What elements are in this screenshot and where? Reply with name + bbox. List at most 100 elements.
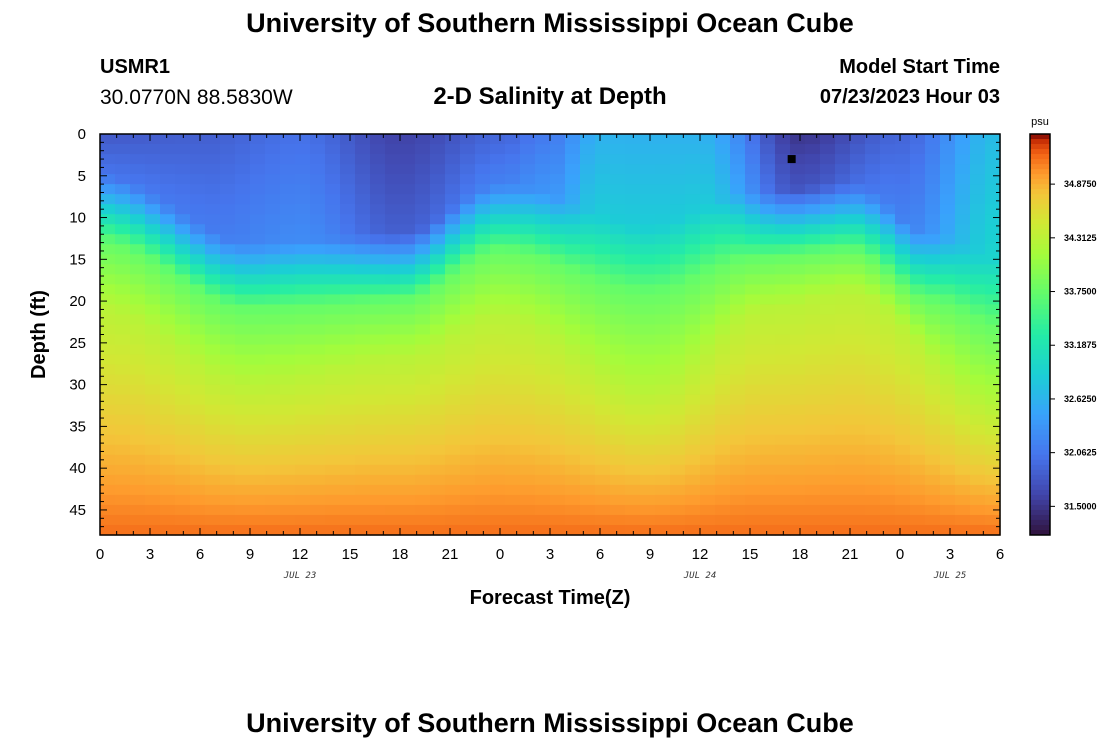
heatmap-cell	[850, 154, 866, 165]
heatmap-cell	[685, 294, 701, 306]
heatmap-cell	[790, 194, 806, 205]
colorbar-swatch	[1030, 324, 1050, 330]
heatmap-cell	[970, 404, 986, 416]
heatmap-cell	[265, 294, 281, 306]
heatmap-cell	[280, 514, 296, 526]
heatmap-cell	[460, 504, 476, 516]
heatmap-cell	[970, 434, 986, 446]
heatmap-cell	[280, 334, 296, 346]
heatmap-cell	[475, 474, 491, 486]
heatmap-cell	[565, 354, 581, 366]
heatmap-cell	[130, 524, 146, 536]
heatmap-cell	[235, 284, 251, 296]
heatmap-cell	[250, 234, 266, 245]
heatmap-cell	[205, 324, 221, 336]
heatmap-cell	[550, 274, 566, 285]
heatmap-cell	[910, 504, 926, 516]
heatmap-cell	[835, 154, 851, 165]
heatmap-cell	[340, 174, 356, 185]
heatmap-cell	[865, 414, 881, 426]
heatmap-cell	[790, 174, 806, 185]
heatmap-cell	[145, 264, 161, 275]
heatmap-cell	[355, 284, 371, 296]
heatmap-cell	[730, 284, 746, 296]
heatmap-cell	[190, 434, 206, 446]
heatmap-cell	[340, 424, 356, 436]
heatmap-cell	[445, 324, 461, 336]
heatmap-cell	[790, 224, 806, 235]
heatmap-cell	[955, 314, 971, 326]
heatmap-cell	[505, 374, 521, 386]
heatmap-cell	[190, 344, 206, 356]
heatmap-cell	[415, 354, 431, 366]
heatmap-cell	[175, 364, 191, 376]
heatmap-cell	[295, 494, 311, 506]
heatmap-cell	[970, 504, 986, 516]
heatmap-cell	[220, 314, 236, 326]
heatmap-cell	[385, 194, 401, 205]
heatmap-cell	[985, 324, 1001, 336]
heatmap-cell	[175, 464, 191, 476]
heatmap-cell	[910, 494, 926, 506]
heatmap-cell	[955, 144, 971, 155]
heatmap-cell	[295, 324, 311, 336]
heatmap-cell	[595, 254, 611, 265]
heatmap-cell	[100, 444, 116, 456]
heatmap-cell	[430, 354, 446, 366]
colorbar-swatch	[1030, 454, 1050, 461]
heatmap-cell	[775, 404, 791, 416]
heatmap-cell	[160, 514, 176, 526]
heatmap-cell	[505, 504, 521, 516]
heatmap-cell	[520, 414, 536, 426]
heatmap-cell	[445, 444, 461, 456]
heatmap-cell	[175, 264, 191, 275]
heatmap-cell	[565, 414, 581, 426]
heatmap-cell	[295, 244, 311, 255]
heatmap-cell	[880, 294, 896, 306]
heatmap-cell	[760, 324, 776, 336]
chart-subtitle: 2-D Salinity at Depth	[433, 83, 667, 110]
heatmap-cell	[160, 474, 176, 486]
heatmap-cell	[430, 444, 446, 456]
heatmap-cell	[865, 254, 881, 265]
heatmap-cell	[490, 434, 506, 446]
heatmap-cell	[835, 484, 851, 496]
colorbar-swatch	[1030, 494, 1050, 501]
heatmap-cell	[400, 344, 416, 356]
heatmap-cell	[430, 494, 446, 506]
heatmap-cell	[475, 184, 491, 195]
heatmap-cell	[655, 444, 671, 456]
heatmap-cell	[655, 484, 671, 496]
heatmap-cell	[205, 294, 221, 306]
heatmap-cell	[715, 154, 731, 165]
heatmap-cell	[955, 244, 971, 255]
heatmap-cell	[190, 384, 206, 396]
heatmap-cell	[985, 144, 1001, 155]
heatmap-cell	[445, 334, 461, 346]
heatmap-cell	[520, 324, 536, 336]
heatmap-cell	[160, 424, 176, 436]
heatmap-cell	[505, 194, 521, 205]
heatmap-cell	[925, 254, 941, 265]
heatmap-cell	[385, 374, 401, 386]
heatmap-cell	[880, 354, 896, 366]
heatmap-cell	[715, 424, 731, 436]
heatmap-cell	[265, 264, 281, 275]
heatmap-cell	[865, 164, 881, 175]
heatmap-cell	[910, 454, 926, 466]
colorbar-frame	[1029, 133, 1051, 536]
heatmap-cell	[880, 144, 896, 155]
heatmap-cell	[760, 314, 776, 326]
heatmap-cell	[640, 484, 656, 496]
heatmap-cell	[865, 444, 881, 456]
heatmap-cell	[490, 444, 506, 456]
heatmap-cell	[625, 424, 641, 436]
heatmap-cell	[550, 304, 566, 316]
heatmap-cell	[490, 164, 506, 175]
heatmap-cell	[670, 454, 686, 466]
heatmap-cell	[205, 214, 221, 225]
heatmap-cell	[670, 314, 686, 326]
heatmap-cell	[400, 134, 416, 145]
heatmap-cell	[400, 364, 416, 376]
heatmap-cell	[265, 484, 281, 496]
